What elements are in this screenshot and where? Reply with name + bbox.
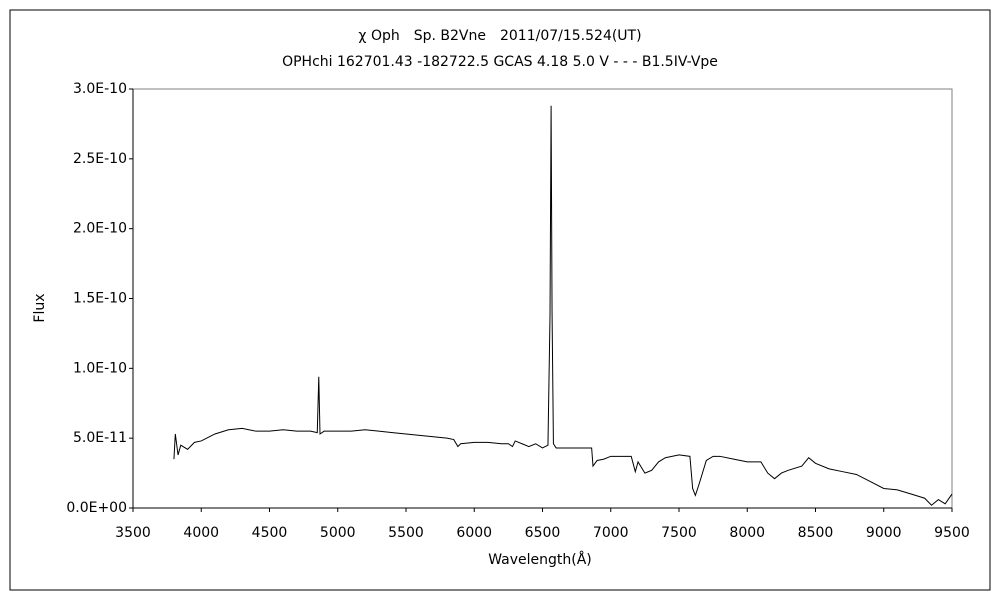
y-tick-label: 1.0E-10 (73, 360, 127, 376)
x-tick-label: 9000 (866, 525, 902, 541)
x-axis-label: Wavelength(Å) (488, 551, 592, 568)
x-tick-label: 8500 (798, 525, 834, 541)
x-tick-label: 4500 (252, 525, 288, 541)
x-tick-label: 4000 (183, 525, 219, 541)
y-tick-label: 1.5E-10 (73, 291, 127, 307)
x-tick-label: 3500 (115, 525, 151, 541)
x-tick-label: 7000 (593, 525, 629, 541)
chart-subtitle: OPHchi 162701.43 -182722.5 GCAS 4.18 5.0… (282, 54, 718, 70)
x-tick-label: 7500 (661, 525, 697, 541)
x-tick-label: 6500 (525, 525, 561, 541)
chart-title: χ Oph Sp. B2Vne 2011/07/15.524(UT) (358, 28, 641, 44)
x-tick-label: 6000 (456, 525, 492, 541)
y-tick-label: 2.0E-10 (73, 221, 127, 237)
y-tick-label: 3.0E-10 (73, 81, 127, 97)
spectrum-line (173, 105, 953, 506)
x-tick-label: 5000 (320, 525, 356, 541)
y-tick-label: 2.5E-10 (73, 151, 127, 167)
x-tick-label: 8000 (729, 525, 765, 541)
plot-area (132, 88, 953, 509)
x-tick-label: 9500 (934, 525, 970, 541)
y-tick-label: 5.0E-11 (73, 430, 127, 446)
x-tick-label: 5500 (388, 525, 424, 541)
y-axis-label: Flux (32, 293, 48, 322)
y-tick-label: 0.0E+00 (66, 500, 127, 516)
